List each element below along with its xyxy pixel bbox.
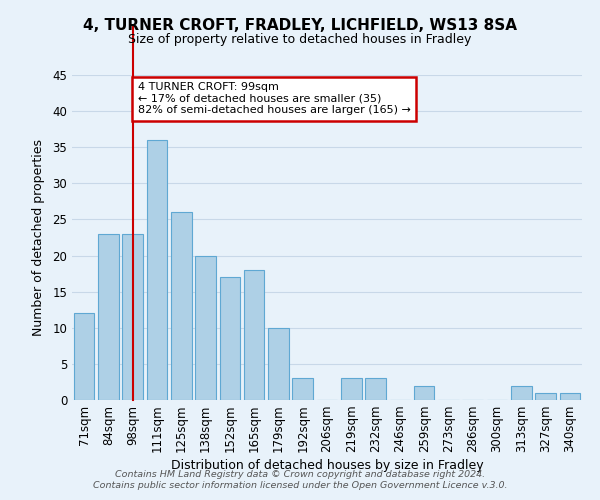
Bar xyxy=(171,212,191,400)
Text: Size of property relative to detached houses in Fradley: Size of property relative to detached ho… xyxy=(128,32,472,46)
Bar xyxy=(195,256,216,400)
Bar xyxy=(146,140,167,400)
Text: Contains HM Land Registry data © Crown copyright and database right 2024.
Contai: Contains HM Land Registry data © Crown c… xyxy=(93,470,507,490)
Text: 4, TURNER CROFT, FRADLEY, LICHFIELD, WS13 8SA: 4, TURNER CROFT, FRADLEY, LICHFIELD, WS1… xyxy=(83,18,517,32)
Bar xyxy=(365,378,386,400)
Bar xyxy=(535,393,556,400)
X-axis label: Distribution of detached houses by size in Fradley: Distribution of detached houses by size … xyxy=(170,460,484,472)
Bar xyxy=(560,393,580,400)
Bar xyxy=(98,234,119,400)
Bar xyxy=(122,234,143,400)
Y-axis label: Number of detached properties: Number of detached properties xyxy=(32,139,46,336)
Bar xyxy=(292,378,313,400)
Bar xyxy=(220,277,240,400)
Bar xyxy=(74,314,94,400)
Bar xyxy=(414,386,434,400)
Bar xyxy=(511,386,532,400)
Bar xyxy=(244,270,265,400)
Text: 4 TURNER CROFT: 99sqm
← 17% of detached houses are smaller (35)
82% of semi-deta: 4 TURNER CROFT: 99sqm ← 17% of detached … xyxy=(137,82,410,116)
Bar xyxy=(341,378,362,400)
Bar xyxy=(268,328,289,400)
